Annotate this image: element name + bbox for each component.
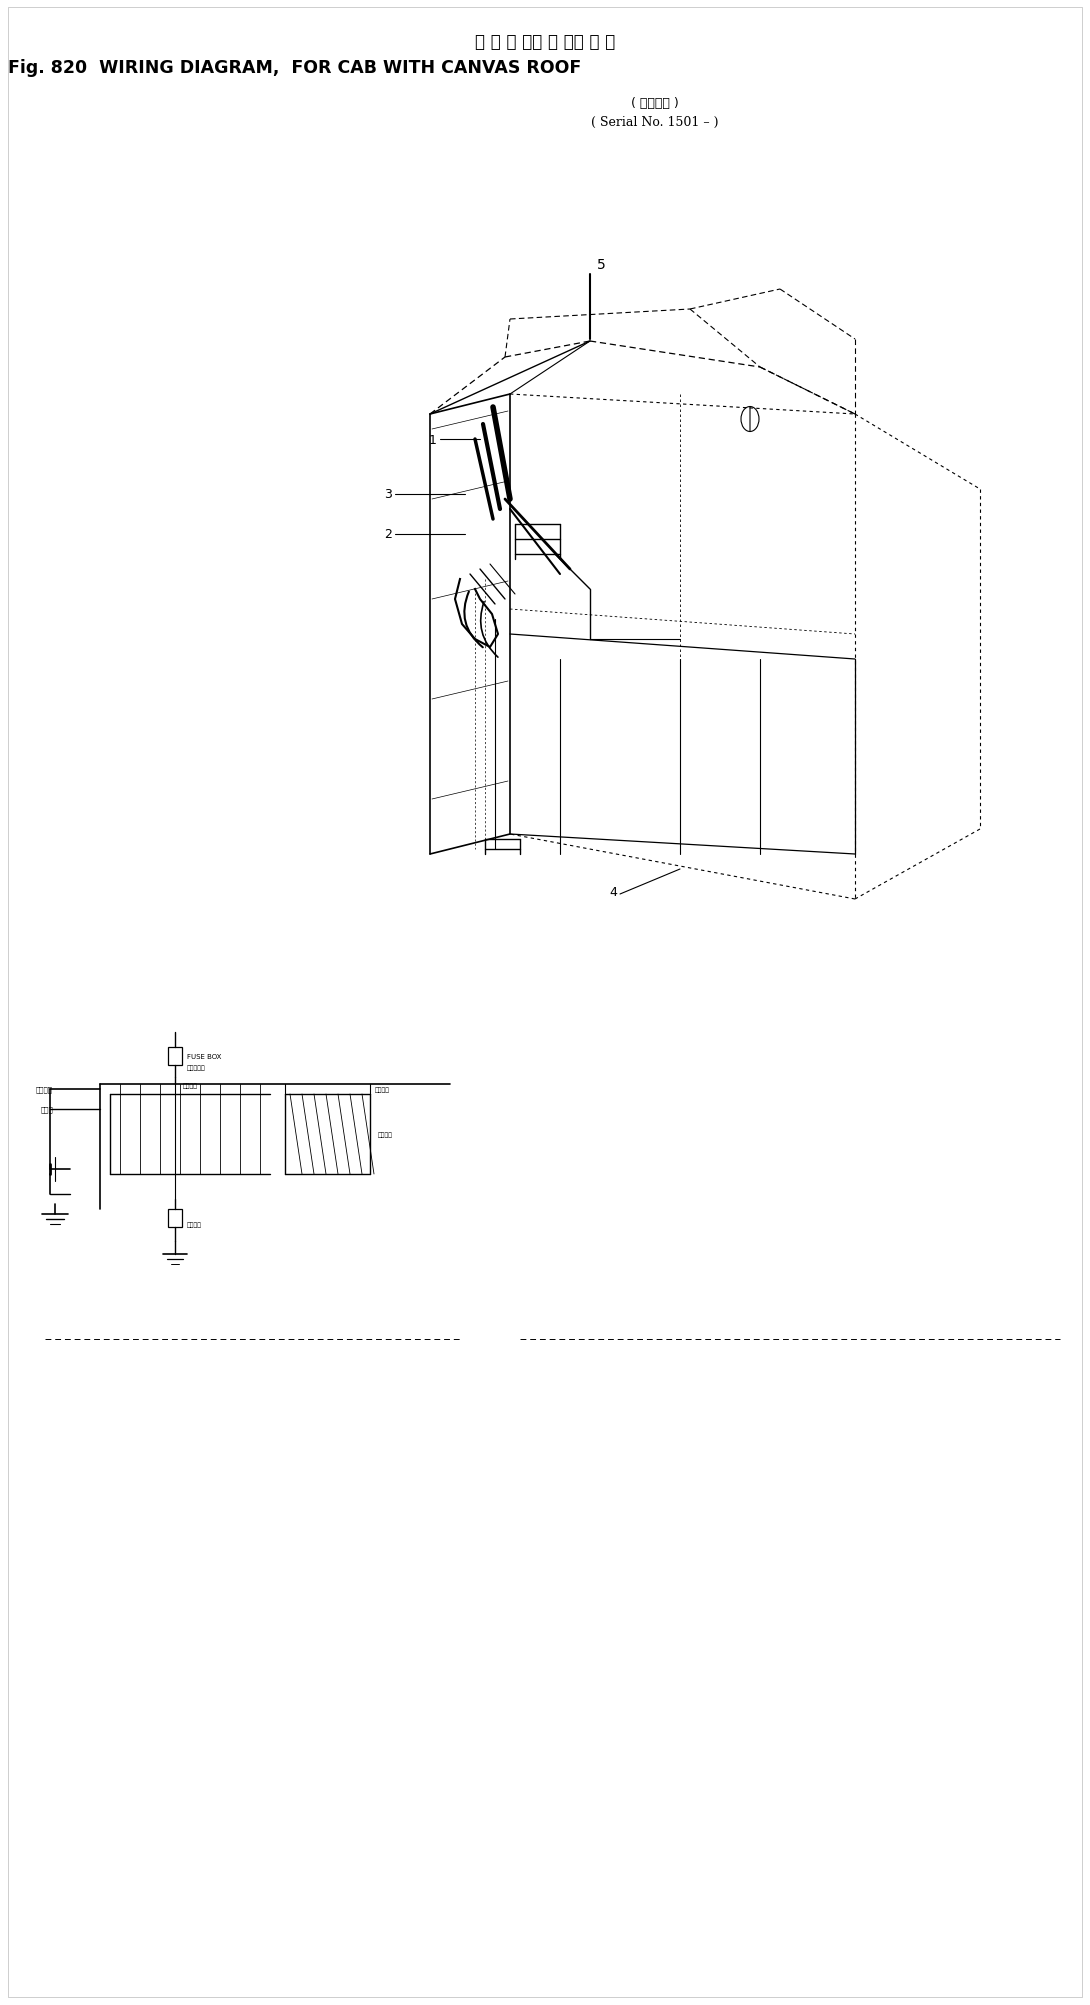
- Text: コネクタ: コネクタ: [375, 1087, 390, 1093]
- Text: バッテリ: バッテリ: [36, 1087, 53, 1093]
- Text: ライト: ライト: [40, 1107, 53, 1113]
- Bar: [168, 1209, 182, 1227]
- Text: FUSE BOX: FUSE BOX: [187, 1053, 221, 1059]
- Text: アース用: アース用: [187, 1221, 202, 1227]
- Text: スイッチ: スイッチ: [182, 1083, 197, 1089]
- Text: 4: 4: [609, 886, 617, 898]
- Text: 2: 2: [384, 527, 392, 541]
- Text: Fig. 820  WIRING DIAGRAM,  FOR CAB WITH CANVAS ROOF: Fig. 820 WIRING DIAGRAM, FOR CAB WITH CA…: [8, 58, 581, 76]
- Text: ( 適用号機 ): ( 適用号機 ): [631, 96, 679, 110]
- Text: 配 線 図 　灌 街 　布 室 用: 配 線 図 灌 街 布 室 用: [475, 32, 615, 50]
- Text: 5: 5: [597, 259, 606, 273]
- Bar: [168, 1047, 182, 1065]
- Text: 1: 1: [429, 433, 437, 447]
- Text: コネクタ: コネクタ: [378, 1131, 393, 1137]
- Text: スタータ用: スタータ用: [187, 1065, 206, 1071]
- Text: 3: 3: [384, 489, 392, 501]
- Text: ( Serial No. 1501 – ): ( Serial No. 1501 – ): [591, 116, 718, 128]
